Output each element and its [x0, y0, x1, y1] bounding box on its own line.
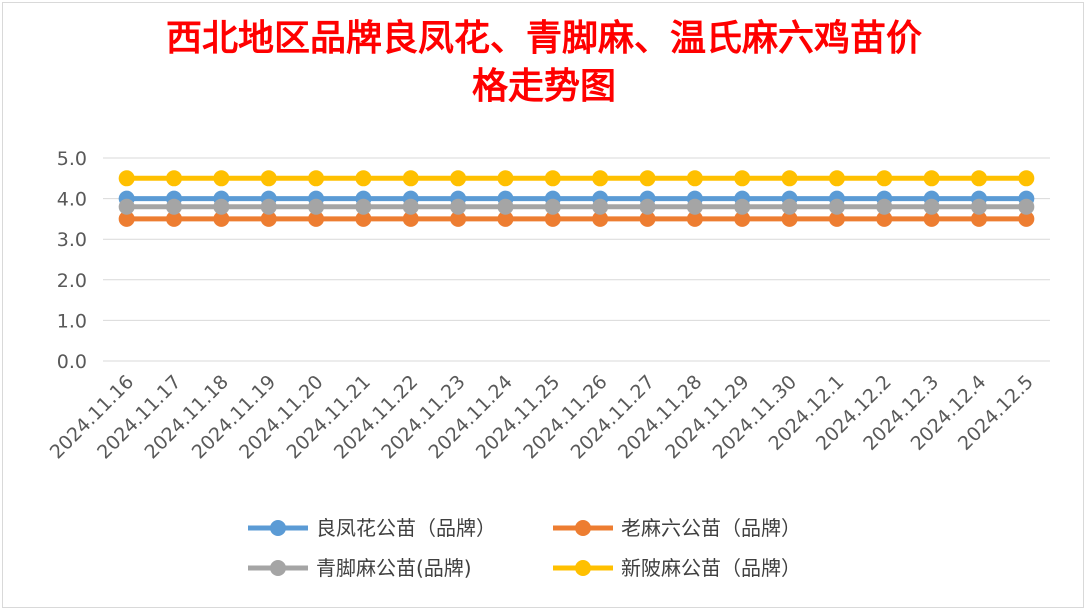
- data-point: [308, 170, 325, 187]
- legend-swatch-marker: [575, 520, 591, 536]
- data-point: [166, 210, 183, 227]
- data-point: [592, 210, 609, 227]
- gridlines: [103, 157, 1050, 362]
- legend: 良凤花公苗（品牌） 老麻六公苗（品牌） 青脚麻公苗(品牌) 新陂麻公苗（品牌）: [248, 516, 801, 580]
- data-point: [497, 210, 514, 227]
- data-point: [970, 170, 987, 187]
- data-point: [639, 198, 656, 215]
- y-tick-label: 4.0: [57, 189, 87, 211]
- y-tick-label: 1.0: [57, 310, 87, 332]
- data-point: [876, 170, 893, 187]
- data-point: [828, 210, 845, 227]
- data-point: [734, 170, 751, 187]
- series-3: [118, 170, 1035, 187]
- data-point: [876, 198, 893, 215]
- data-point: [639, 210, 656, 227]
- y-tick-label: 3.0: [57, 229, 87, 251]
- data-point: [450, 170, 467, 187]
- data-point: [1018, 210, 1035, 227]
- data-point: [592, 170, 609, 187]
- data-point: [923, 198, 940, 215]
- data-point: [450, 210, 467, 227]
- series-1: [118, 210, 1035, 227]
- legend-label: 良凤花公苗（品牌）: [316, 516, 496, 540]
- series-2: [118, 198, 1035, 215]
- series-0: [118, 190, 1035, 207]
- data-point: [118, 198, 135, 215]
- legend-item: 新陂麻公苗（品牌）: [553, 556, 801, 580]
- data-point: [923, 170, 940, 187]
- data-point: [544, 170, 561, 187]
- data-point: [828, 170, 845, 187]
- data-point: [166, 170, 183, 187]
- chart-title-line1: 西北地区品牌良凤花、青脚麻、温氏麻六鸡苗价: [165, 17, 922, 59]
- data-point: [828, 198, 845, 215]
- data-point: [592, 198, 609, 215]
- data-point: [781, 198, 798, 215]
- data-point: [260, 198, 277, 215]
- data-point: [639, 170, 656, 187]
- data-point: [544, 210, 561, 227]
- data-point: [923, 210, 940, 227]
- legend-item: 老麻六公苗（品牌）: [553, 516, 801, 540]
- data-point: [876, 210, 893, 227]
- data-point: [402, 198, 419, 215]
- legend-label: 老麻六公苗（品牌）: [621, 516, 801, 540]
- data-point: [1018, 198, 1035, 215]
- data-point: [544, 198, 561, 215]
- data-point: [355, 170, 372, 187]
- data-point: [734, 198, 751, 215]
- chart-title-line2: 格走势图: [471, 65, 616, 107]
- data-point: [260, 170, 277, 187]
- legend-item: 青脚麻公苗(品牌): [248, 556, 472, 580]
- data-point: [213, 170, 230, 187]
- data-point: [781, 170, 798, 187]
- chart-title: 西北地区品牌良凤花、青脚麻、温氏麻六鸡苗价 格走势图: [0, 14, 1088, 110]
- x-axis-ticks: 2024.11.162024.11.172024.11.182024.11.19…: [46, 371, 1038, 463]
- legend-label: 新陂麻公苗（品牌）: [621, 556, 801, 580]
- series-group: [118, 170, 1035, 227]
- data-point: [213, 198, 230, 215]
- legend-swatch-marker: [270, 520, 286, 536]
- legend-swatch-marker: [270, 560, 286, 576]
- data-point: [402, 210, 419, 227]
- data-point: [686, 170, 703, 187]
- data-point: [308, 210, 325, 227]
- data-point: [497, 198, 514, 215]
- data-point: [450, 198, 467, 215]
- data-point: [686, 210, 703, 227]
- data-point: [213, 210, 230, 227]
- data-point: [118, 210, 135, 227]
- data-point: [781, 210, 798, 227]
- legend-label: 青脚麻公苗(品牌): [316, 556, 472, 580]
- data-point: [402, 170, 419, 187]
- data-point: [355, 198, 372, 215]
- data-point: [308, 198, 325, 215]
- data-point: [355, 210, 372, 227]
- y-tick-label: 0.0: [57, 351, 87, 373]
- y-tick-label: 2.0: [57, 270, 87, 292]
- data-point: [118, 170, 135, 187]
- y-tick-label: 5.0: [57, 148, 87, 170]
- data-point: [497, 170, 514, 187]
- data-point: [686, 198, 703, 215]
- data-point: [734, 210, 751, 227]
- data-point: [260, 210, 277, 227]
- y-axis-ticks: 0.0 1.0 2.0 3.0 4.0 5.0: [57, 148, 87, 373]
- data-point: [1018, 170, 1035, 187]
- legend-swatch-marker: [575, 560, 591, 576]
- data-point: [166, 198, 183, 215]
- legend-item: 良凤花公苗（品牌）: [248, 516, 496, 540]
- data-point: [970, 198, 987, 215]
- data-point: [970, 210, 987, 227]
